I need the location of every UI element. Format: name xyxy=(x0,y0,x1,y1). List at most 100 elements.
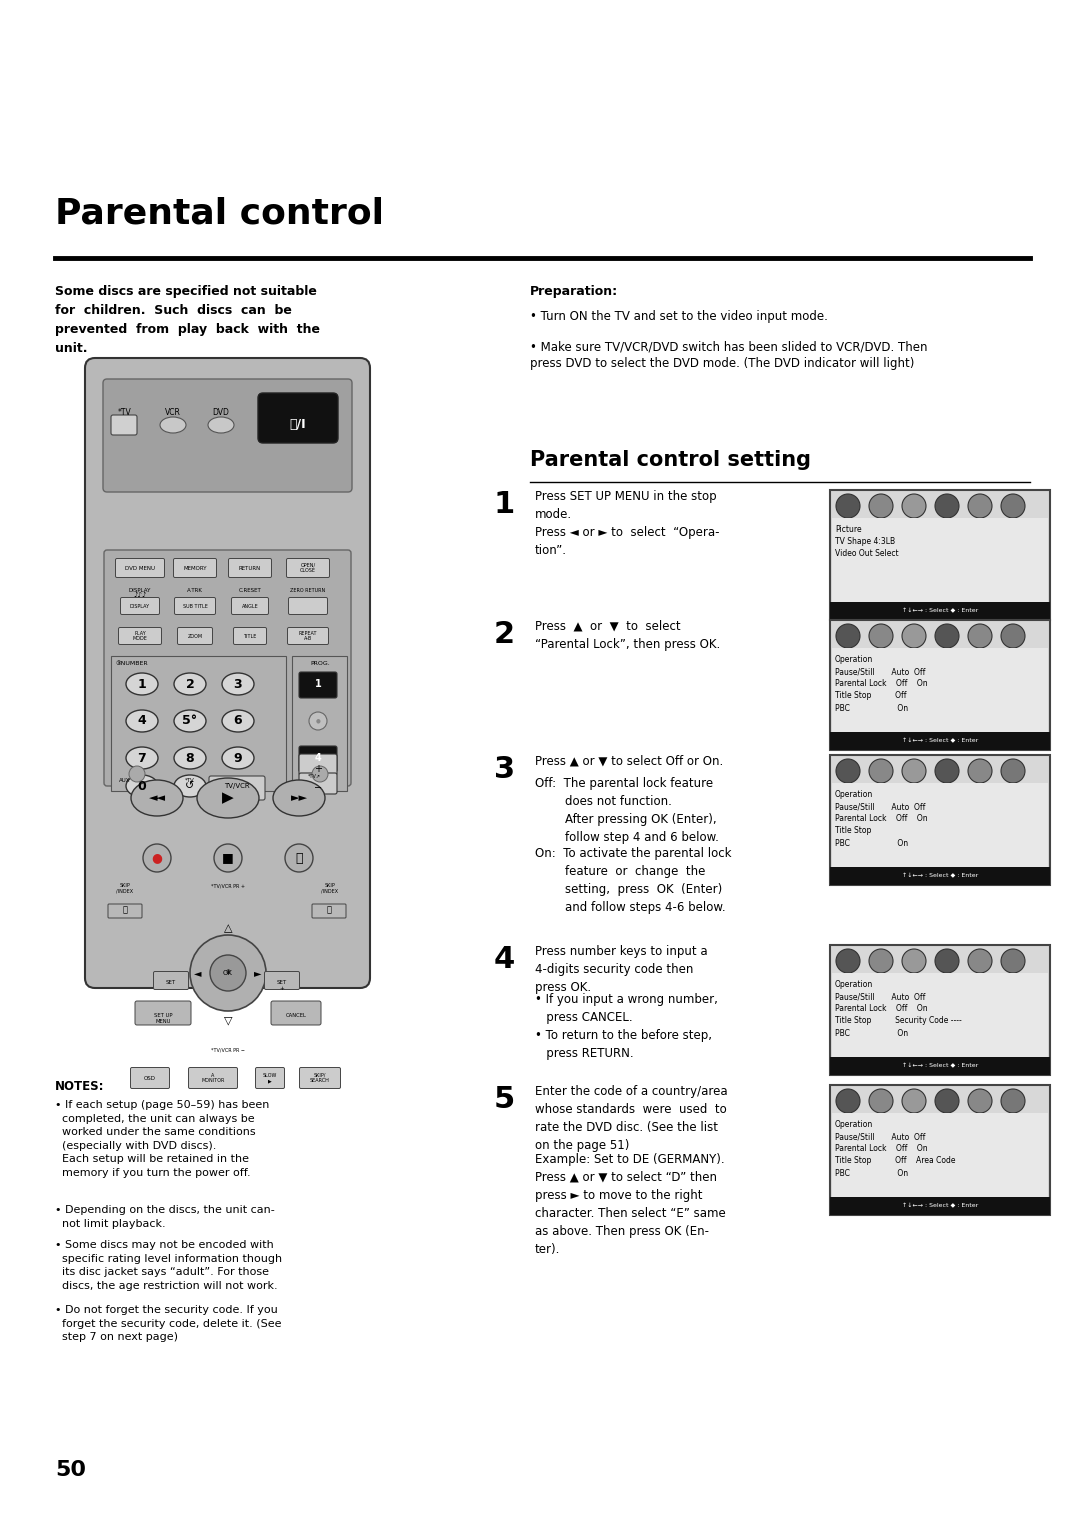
Circle shape xyxy=(1001,1089,1025,1112)
Circle shape xyxy=(836,759,860,782)
Bar xyxy=(831,732,1050,750)
Text: • If you input a wrong number,
   press CANCEL.
• To return to the before step,
: • If you input a wrong number, press CAN… xyxy=(535,993,718,1060)
Circle shape xyxy=(869,759,893,782)
Text: 1: 1 xyxy=(314,678,322,689)
Circle shape xyxy=(968,949,993,973)
Ellipse shape xyxy=(131,779,183,816)
Text: • Turn ON the TV and set to the video input mode.: • Turn ON the TV and set to the video in… xyxy=(530,310,828,322)
Text: AUX: AUX xyxy=(119,778,131,782)
Text: ◄◄: ◄◄ xyxy=(149,793,165,804)
FancyBboxPatch shape xyxy=(265,972,299,990)
Text: −: − xyxy=(314,782,322,793)
Circle shape xyxy=(869,949,893,973)
FancyBboxPatch shape xyxy=(286,559,329,578)
Text: Preparation:: Preparation: xyxy=(530,286,618,298)
Ellipse shape xyxy=(222,711,254,732)
Ellipse shape xyxy=(174,672,206,695)
Text: VCR: VCR xyxy=(165,408,181,417)
Circle shape xyxy=(214,843,242,872)
Circle shape xyxy=(1001,949,1025,973)
Circle shape xyxy=(190,935,266,1012)
FancyBboxPatch shape xyxy=(153,972,189,990)
Text: ●: ● xyxy=(151,851,162,865)
Text: Press ▲ or ▼ to select Off or On.: Press ▲ or ▼ to select Off or On. xyxy=(535,755,724,769)
Text: OSD: OSD xyxy=(144,1076,156,1080)
Text: ◄: ◄ xyxy=(194,969,202,978)
Circle shape xyxy=(869,623,893,648)
Circle shape xyxy=(968,494,993,518)
FancyBboxPatch shape xyxy=(299,753,337,775)
Text: *TV↗: *TV↗ xyxy=(308,775,321,779)
FancyBboxPatch shape xyxy=(299,672,337,698)
Circle shape xyxy=(869,494,893,518)
Circle shape xyxy=(902,623,926,648)
Text: ZOOM: ZOOM xyxy=(188,634,203,639)
Text: A.TRK: A.TRK xyxy=(187,588,203,593)
Ellipse shape xyxy=(197,778,259,817)
Text: ↑↓←→ : Select ◆ : Enter: ↑↓←→ : Select ◆ : Enter xyxy=(902,874,978,879)
Bar xyxy=(831,1057,1050,1076)
FancyBboxPatch shape xyxy=(116,559,164,578)
Circle shape xyxy=(309,712,327,730)
Text: MEMORY: MEMORY xyxy=(184,565,206,570)
Ellipse shape xyxy=(160,417,186,432)
Text: ANGLE: ANGLE xyxy=(242,604,258,608)
Text: SLOW
▶: SLOW ▶ xyxy=(262,1073,278,1083)
Circle shape xyxy=(285,843,313,872)
Text: ③: ③ xyxy=(226,970,230,975)
Text: 5: 5 xyxy=(494,1085,515,1114)
FancyBboxPatch shape xyxy=(103,379,352,492)
Text: ■: ■ xyxy=(222,851,234,865)
Ellipse shape xyxy=(174,747,206,769)
Text: 2: 2 xyxy=(186,677,194,691)
Ellipse shape xyxy=(222,672,254,695)
Text: Enter the code of a country/area
whose standards  were  used  to
rate the DVD di: Enter the code of a country/area whose s… xyxy=(535,1085,728,1152)
FancyBboxPatch shape xyxy=(299,1068,340,1088)
Text: On:  To activate the parental lock
        feature  or  change  the
        sett: On: To activate the parental lock featur… xyxy=(535,847,731,914)
FancyBboxPatch shape xyxy=(175,597,216,614)
Text: Picture
TV Shape 4:3LB
Video Out Select: Picture TV Shape 4:3LB Video Out Select xyxy=(835,526,899,558)
FancyBboxPatch shape xyxy=(111,656,286,792)
Text: • Do not forget the security code. If you
  forget the security code, delete it.: • Do not forget the security code. If yo… xyxy=(55,1305,282,1342)
FancyBboxPatch shape xyxy=(233,628,267,645)
Circle shape xyxy=(935,949,959,973)
Text: 4: 4 xyxy=(314,753,322,762)
Circle shape xyxy=(1001,623,1025,648)
Text: ↑↓←→ : Select ◆ : Enter: ↑↓←→ : Select ◆ : Enter xyxy=(902,1204,978,1209)
Bar xyxy=(831,602,1050,620)
FancyBboxPatch shape xyxy=(210,776,265,801)
Text: 0: 0 xyxy=(137,779,147,793)
Text: 2: 2 xyxy=(494,620,515,649)
Circle shape xyxy=(129,766,145,782)
Text: 7: 7 xyxy=(137,752,147,764)
Text: 3: 3 xyxy=(233,677,242,691)
Text: Operation
Pause/Still       Auto  Off
Parental Lock    Off    On
Title Stop
PBC : Operation Pause/Still Auto Off Parental … xyxy=(835,790,928,848)
FancyBboxPatch shape xyxy=(256,1068,284,1088)
Text: 4: 4 xyxy=(137,715,147,727)
Text: Off:  The parental lock feature
        does not function.
        After pressin: Off: The parental lock feature does not … xyxy=(535,778,719,843)
Text: SET UP
MENU: SET UP MENU xyxy=(153,1013,172,1024)
Text: Operation
Pause/Still       Auto  Off
Parental Lock    Off    On
Title Stop     : Operation Pause/Still Auto Off Parental … xyxy=(835,656,928,712)
Text: ⏸: ⏸ xyxy=(295,851,302,865)
Text: *TV/VCR PR +: *TV/VCR PR + xyxy=(211,883,245,888)
Text: ►►: ►► xyxy=(291,793,308,804)
Bar xyxy=(832,518,1048,616)
Text: ⏻/I: ⏻/I xyxy=(289,419,307,431)
Text: SKIP/
SEARCH: SKIP/ SEARCH xyxy=(310,1073,329,1083)
FancyBboxPatch shape xyxy=(831,755,1050,885)
Bar xyxy=(831,1196,1050,1215)
Text: Press  ▲  or  ▼  to  select
“Parental Lock”, then press OK.: Press ▲ or ▼ to select “Parental Lock”, … xyxy=(535,620,720,651)
Text: Operation
Pause/Still       Auto  Off
Parental Lock    Off    On
Title Stop     : Operation Pause/Still Auto Off Parental … xyxy=(835,979,962,1038)
FancyBboxPatch shape xyxy=(104,550,351,785)
Ellipse shape xyxy=(126,711,158,732)
Text: ▶: ▶ xyxy=(222,790,234,805)
Circle shape xyxy=(935,623,959,648)
Circle shape xyxy=(935,759,959,782)
Text: 5°: 5° xyxy=(183,715,198,727)
Text: Press SET UP MENU in the stop
mode.
Press ◄ or ► to  select  “Opera-
tion”.: Press SET UP MENU in the stop mode. Pres… xyxy=(535,490,719,558)
Text: SKIP
/INDEX: SKIP /INDEX xyxy=(117,883,134,894)
FancyBboxPatch shape xyxy=(831,620,1050,750)
Text: *TV/VCR PR −: *TV/VCR PR − xyxy=(211,1048,245,1053)
FancyBboxPatch shape xyxy=(108,905,141,918)
Text: 8: 8 xyxy=(186,752,194,764)
